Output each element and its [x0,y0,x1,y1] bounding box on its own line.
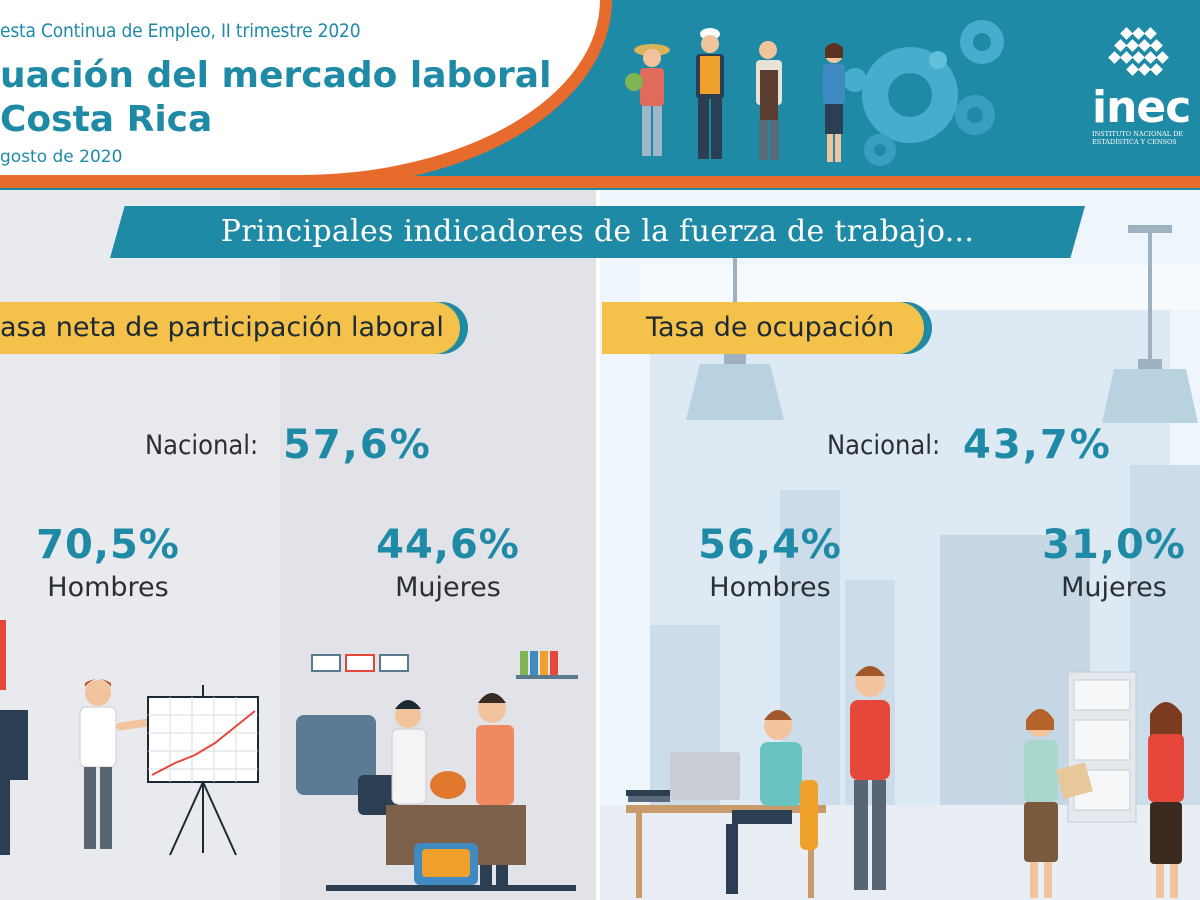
inec-logo-caption: INSTITUTO NACIONAL DE ESTADÍSTICA Y CENS… [1092,130,1200,146]
publication-date: gosto de 2020 [0,147,123,167]
inec-caption-line-1: INSTITUTO NACIONAL DE [1092,130,1184,138]
occupation-national-value: 43,7% [963,422,1112,468]
gears-icon [843,20,1004,166]
participation-men-label: Hombres [47,572,169,603]
inec-caption-line-2: ESTADÍSTICA Y CENSOS [1092,138,1177,146]
indicators-banner-text: Principales indicadores de la fuerza de … [220,214,975,249]
occupation-men-value: 56,4% [698,522,842,568]
barber-figure [756,41,782,160]
page-title-line-1: uación del mercado laboral [0,55,552,96]
farmer-figure [625,44,670,156]
occupation-label-tag [602,302,924,354]
occupation-women-label: Mujeres [1061,572,1167,603]
inec-logo-mark [1108,25,1178,80]
occupation-women-value: 31,0% [1042,522,1186,568]
office-desk-illustration [626,666,890,898]
presentation-illustration [0,620,259,856]
ceiling-lamp-icon [1102,225,1198,423]
indicators-banner [110,206,1085,258]
participation-national-label: Nacional: [145,430,259,461]
occupation-men-label: Hombres [709,572,831,603]
inec-logo-text: inec [1092,82,1191,133]
participation-label: asa neta de participación laboral [0,312,444,343]
office-woman-figure [823,43,845,162]
participation-women-label: Mujeres [395,572,501,603]
participation-men-value: 70,5% [36,522,180,568]
occupation-label: Tasa de ocupación [646,312,895,343]
occupation-national-label: Nacional: [827,430,941,461]
workers-illustration [625,20,1004,166]
veterinary-illustration [296,651,578,891]
office-women-illustration [1024,671,1184,898]
survey-subtitle: esta Continua de Empleo, II trimestre 20… [0,20,361,42]
participation-label-tag [0,302,460,354]
page-title-line-2: Costa Rica [0,99,213,140]
building [940,535,1090,810]
participation-national-value: 57,6% [283,422,432,468]
page-title: uación del mercado laboral Costa Rica [0,54,560,142]
header-orange-stripe [0,176,1200,188]
participation-women-value: 44,6% [376,522,520,568]
panel-divider [596,190,600,900]
engineer-figure [696,28,724,159]
